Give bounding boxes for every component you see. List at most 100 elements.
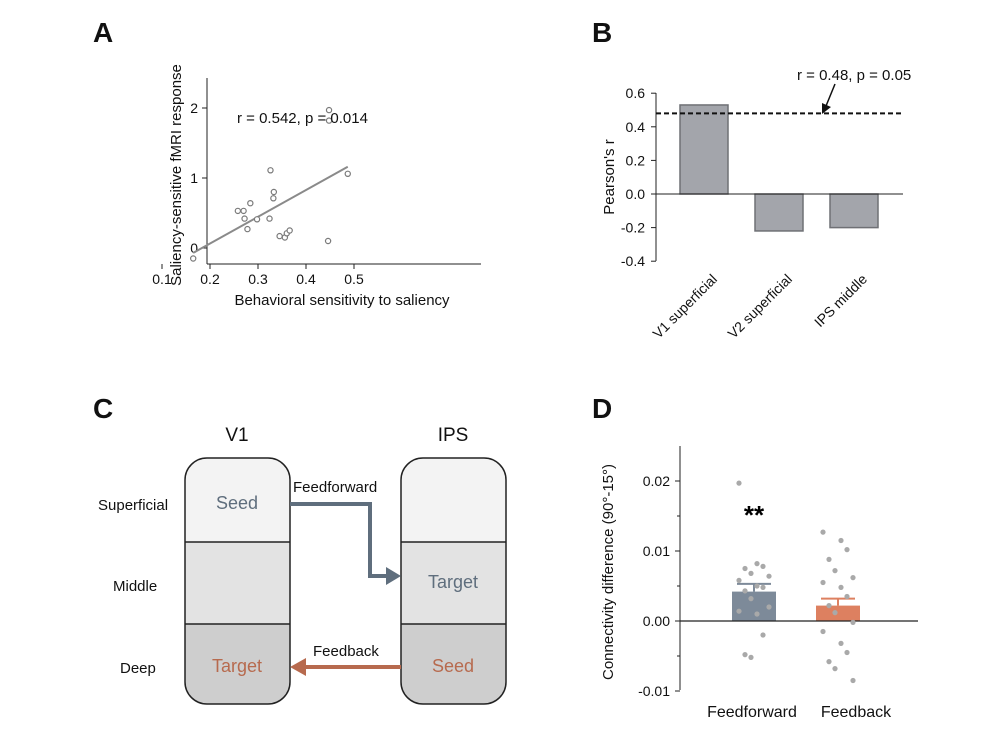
- panel-c-diagram: V1 IPS Superficial Middle Deep Seed Targ…: [98, 425, 507, 705]
- d-data-point: [838, 537, 844, 544]
- b-y-tick-label: 0.6: [626, 85, 646, 101]
- ips-deep-layer: [401, 624, 506, 704]
- ips-column: [401, 458, 506, 704]
- d-data-point: [754, 583, 760, 589]
- layer-label-superficial: Superficial: [98, 497, 168, 514]
- d-data-point: [736, 480, 742, 486]
- d-data-point: [832, 610, 838, 616]
- d-data-point: [844, 593, 850, 600]
- panel-d-bar: 0.02 0.01 0.00 -0.01 ** Feedforward Feedback…: [600, 446, 918, 721]
- d-data-point: [826, 659, 832, 665]
- d-data-point: [826, 556, 832, 563]
- d-data-point: [844, 649, 850, 656]
- v1-superficial-layer: [185, 458, 290, 542]
- d-y-label: Connectivity difference (90°-15°): [600, 464, 617, 680]
- a-scatter-point: [325, 117, 333, 124]
- d-data-point: [850, 619, 856, 626]
- b-category-label: V1 superficial: [649, 271, 720, 342]
- b-y-label: Pearson's r: [601, 139, 618, 214]
- a-scatter-point: [324, 237, 332, 245]
- d-data-point: [766, 573, 772, 579]
- a-scatter-point: [270, 188, 278, 196]
- a-scatter-point: [270, 195, 277, 202]
- panel-letter-b: B: [592, 17, 612, 48]
- a-y-tick-label: 2: [190, 100, 198, 116]
- b-y-tick-label: -0.4: [621, 253, 645, 269]
- a-y-tick-label: 0: [190, 240, 198, 256]
- d-data-point: [760, 632, 766, 638]
- a-annotation: r = 0.542, p = 0.014: [237, 110, 368, 127]
- d-data-point: [748, 596, 754, 602]
- d-data-point: [844, 547, 850, 553]
- v1-middle-layer: [185, 542, 290, 624]
- v1-title: V1: [225, 425, 248, 446]
- a-x-tick-label: 0.5: [344, 271, 364, 287]
- b-annotation-arrow: [825, 83, 836, 107]
- d-data-point: [820, 529, 826, 535]
- v1-target-label: Target: [212, 656, 262, 676]
- a-x-tick-label: 0.4: [296, 271, 316, 287]
- a-x-tick-label: 0.1: [152, 271, 172, 287]
- a-scatter-point: [325, 106, 333, 114]
- v1-column: [185, 458, 290, 704]
- d-category-label: Feedforward: [707, 704, 797, 721]
- feedforward-arrowhead: [386, 567, 401, 585]
- d-data-point: [742, 565, 748, 572]
- d-data-point: [748, 570, 754, 577]
- a-x-tick-label: 0.2: [200, 271, 220, 287]
- d-data-point: [742, 652, 748, 658]
- a-scatter-point: [189, 255, 197, 262]
- d-data-point: [838, 584, 844, 591]
- d-y-tick-label: 0.00: [643, 613, 670, 629]
- a-scatter-point: [240, 207, 247, 215]
- d-data-point: [736, 577, 742, 584]
- d-significance-marker: **: [744, 500, 765, 530]
- a-scatter-point: [241, 215, 248, 222]
- ips-seed-label: Seed: [432, 656, 474, 676]
- b-y-tick-label: -0.2: [621, 220, 645, 236]
- b-category-label: IPS middle: [811, 271, 870, 330]
- a-y-label: Saliency-sensitive fMRI response: [168, 64, 185, 286]
- d-y-tick-label: 0.01: [643, 543, 670, 559]
- d-data-point: [766, 604, 772, 610]
- b-y-tick-label: 0.0: [626, 186, 646, 202]
- d-data-point: [748, 654, 754, 661]
- a-scatter-point: [253, 216, 261, 223]
- b-bar: [754, 193, 804, 232]
- layer-label-deep: Deep: [120, 660, 156, 677]
- feedback-label: Feedback: [313, 643, 379, 660]
- v1-seed-label: Seed: [216, 493, 258, 513]
- d-data-point: [736, 608, 742, 614]
- a-y-tick-label: 1: [190, 170, 198, 186]
- d-data-point: [850, 677, 856, 684]
- a-scatter-point: [344, 170, 351, 177]
- feedback-arrowhead: [290, 658, 306, 676]
- a-scatter-point: [276, 232, 283, 240]
- a-scatter-point: [234, 207, 242, 215]
- b-bar: [679, 104, 729, 195]
- d-data-point: [760, 563, 766, 570]
- ips-title: IPS: [438, 425, 469, 446]
- b-y-tick-label: 0.4: [626, 119, 646, 135]
- a-scatter-point: [244, 225, 251, 233]
- a-x-label: Behavioral sensitivity to saliency: [234, 292, 450, 309]
- d-data-point: [820, 628, 826, 635]
- panel-b-bar: 0.6 0.4 0.2 0.0 -0.2 -0.4 V1 superficial V2 su…: [601, 67, 911, 342]
- ips-superficial-layer: [401, 458, 506, 542]
- d-data-point: [832, 568, 838, 574]
- d-bar: [816, 605, 860, 621]
- d-data-point: [850, 575, 856, 581]
- d-data-point: [820, 579, 826, 586]
- feedforward-arrow: [290, 502, 388, 578]
- panel-letter-c: C: [93, 393, 113, 424]
- d-data-point: [832, 666, 838, 672]
- d-data-point: [838, 640, 844, 647]
- a-scatter-point: [247, 199, 254, 207]
- d-data-point: [760, 584, 766, 591]
- a-fit-line: [192, 165, 349, 254]
- d-data-point: [754, 561, 760, 567]
- d-y-tick-label: 0.02: [643, 473, 670, 489]
- d-category-label: Feedback: [821, 704, 892, 721]
- b-annotation: r = 0.48, p = 0.05: [797, 67, 911, 84]
